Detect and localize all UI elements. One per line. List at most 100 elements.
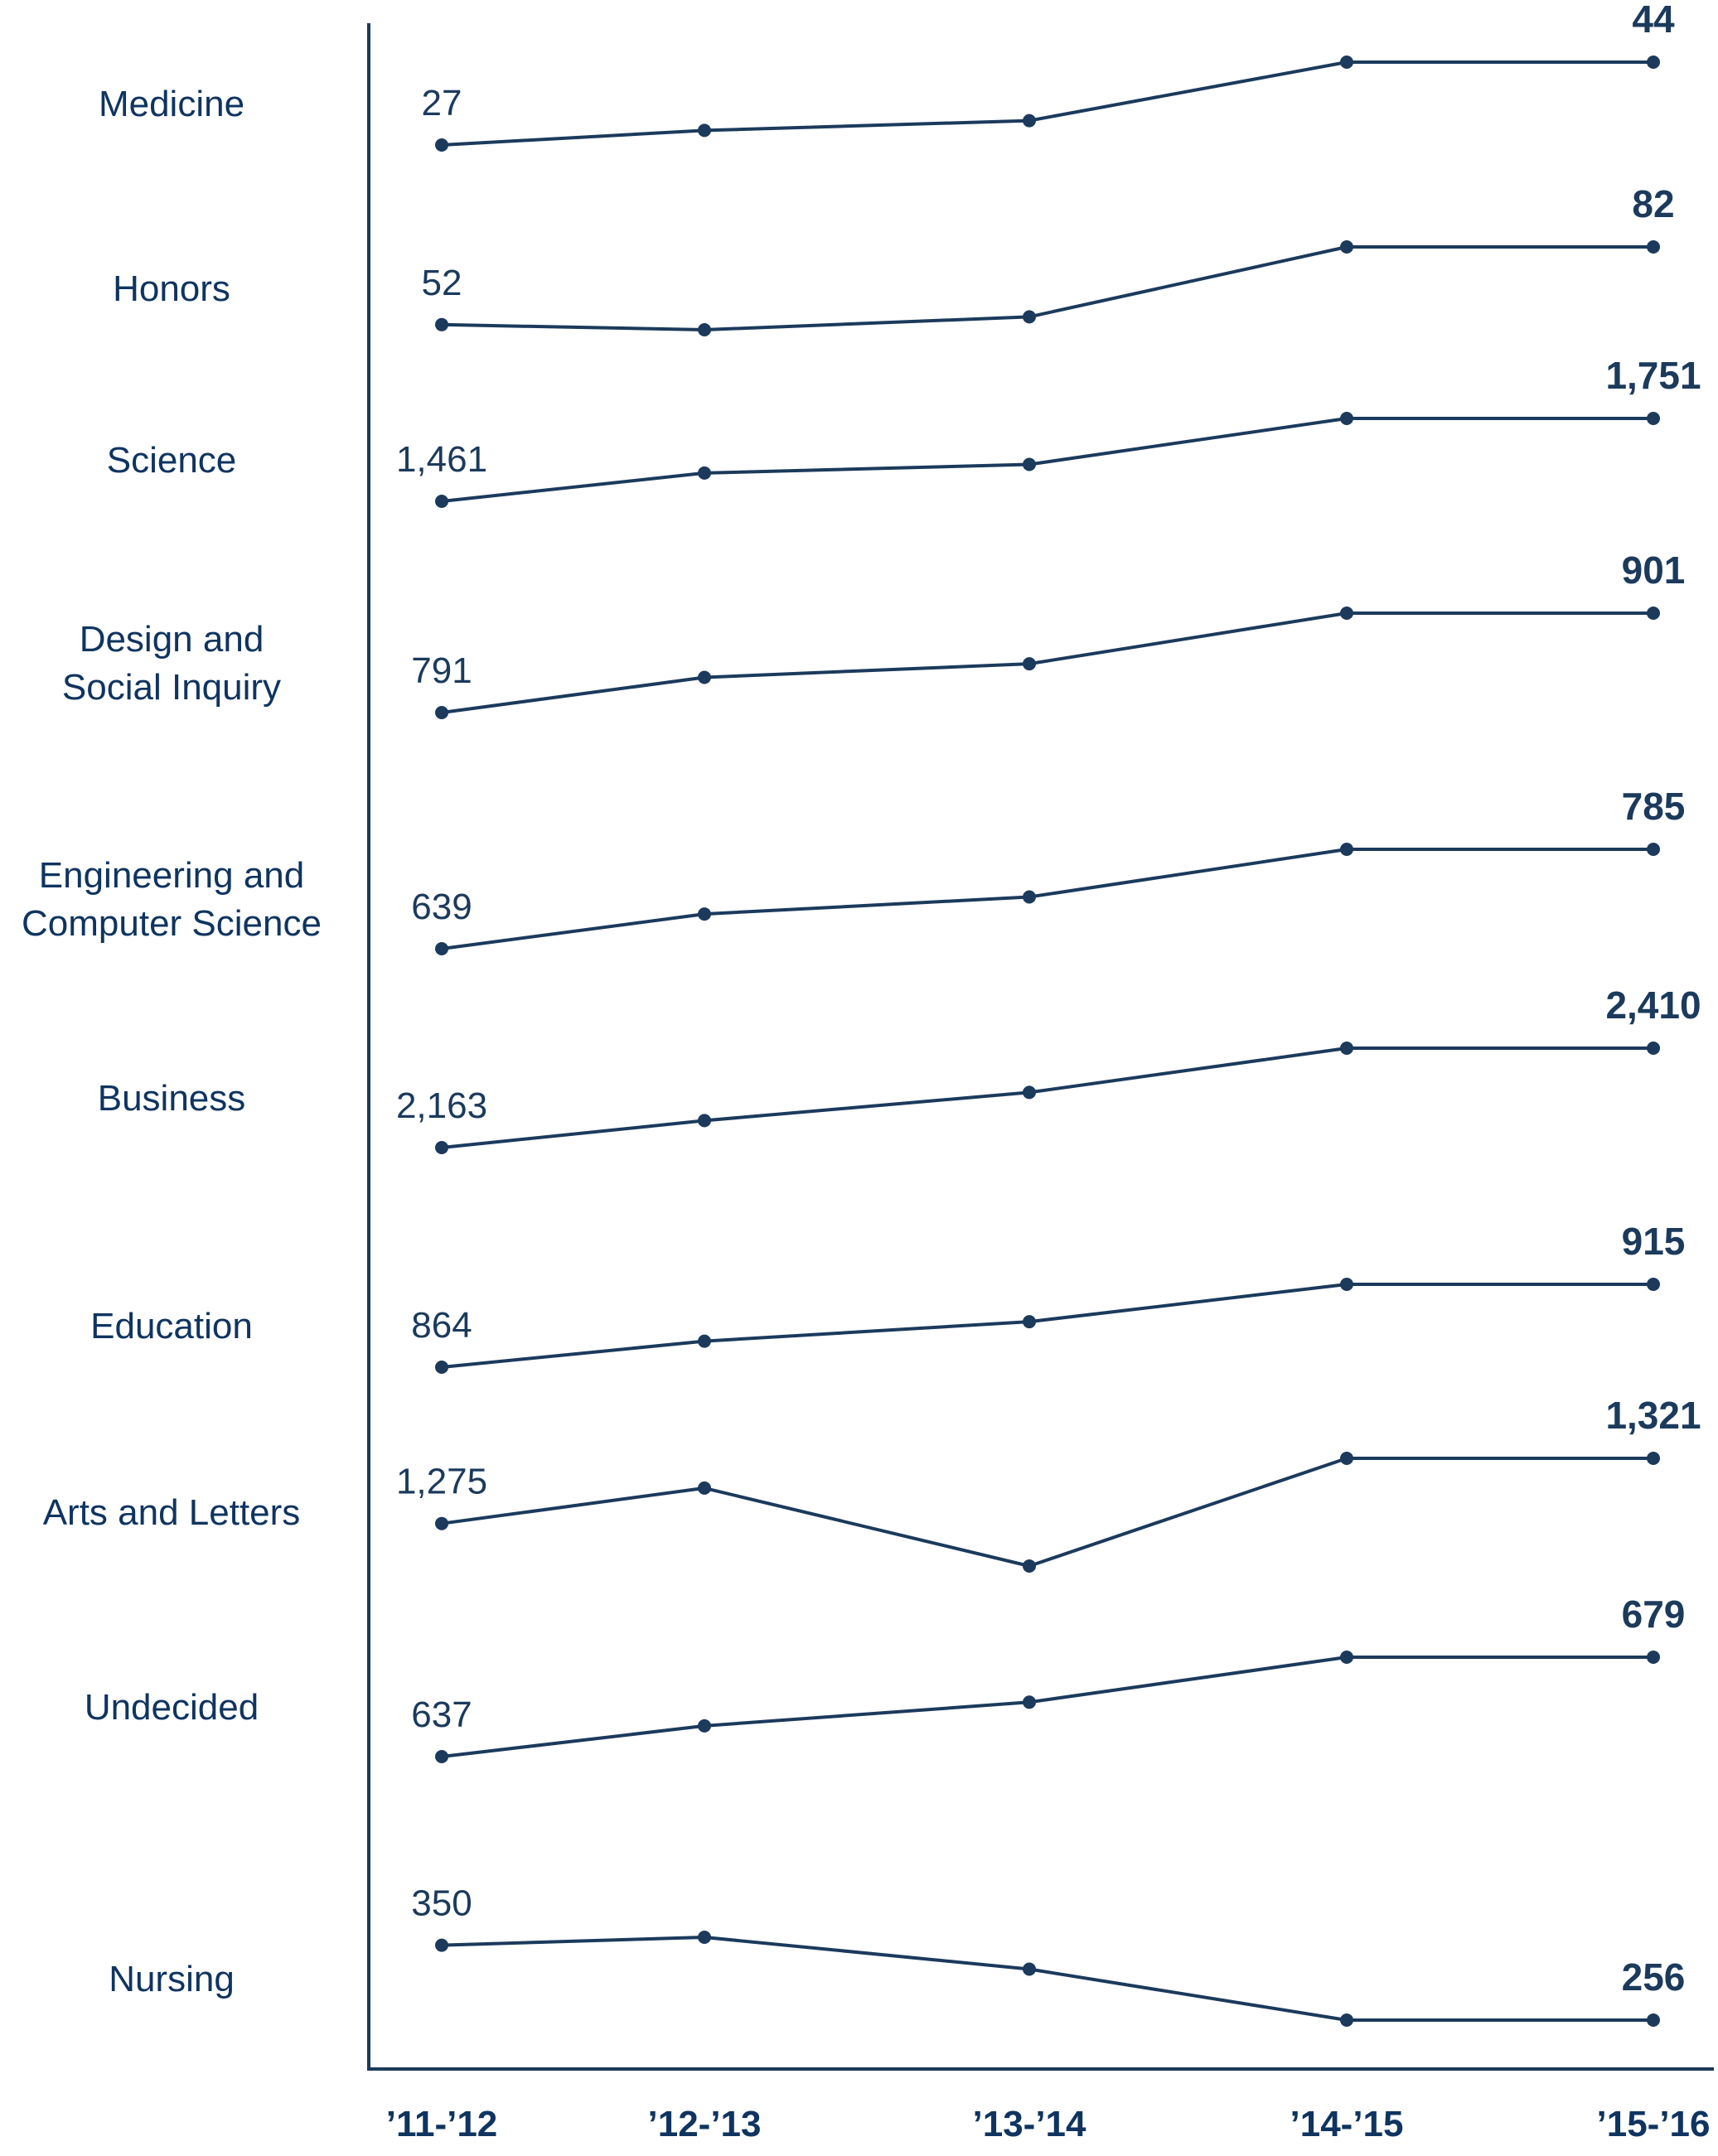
data-point bbox=[1647, 607, 1660, 620]
data-point bbox=[1647, 56, 1660, 69]
data-point bbox=[435, 1516, 448, 1530]
end-value-label: 2,410 bbox=[1605, 984, 1701, 1027]
data-point bbox=[698, 323, 711, 336]
x-tick-label: ’15-’16 bbox=[1597, 2104, 1711, 2144]
series-rows: Medicine 27 44 Honors 52 82 Science 1,461 1,751 D… bbox=[22, 0, 1701, 2027]
row-science: Science 1,461 1,751 bbox=[107, 354, 1701, 508]
end-value-label: 785 bbox=[1622, 785, 1686, 828]
start-value-label: 27 bbox=[422, 83, 462, 123]
data-point bbox=[435, 1361, 448, 1374]
category-label: Design and Social Inquiry bbox=[62, 619, 281, 708]
data-point bbox=[1340, 843, 1353, 856]
row-medicine: Medicine 27 44 bbox=[99, 0, 1675, 152]
data-point bbox=[435, 317, 448, 331]
x-tick-label: ’12-’13 bbox=[648, 2104, 762, 2144]
data-point bbox=[435, 138, 448, 152]
category-label: Medicine bbox=[99, 84, 244, 124]
row-nursing: Nursing 350 256 bbox=[109, 1883, 1685, 2027]
data-point bbox=[1340, 1651, 1353, 1664]
series-line bbox=[441, 1047, 1653, 1149]
data-point bbox=[1023, 1085, 1036, 1100]
data-point bbox=[1023, 1962, 1036, 1976]
series-line bbox=[441, 848, 1653, 950]
data-point bbox=[698, 466, 711, 480]
data-point bbox=[435, 706, 448, 719]
data-point bbox=[435, 1750, 448, 1763]
series-line bbox=[441, 245, 1653, 331]
data-point bbox=[1023, 457, 1036, 471]
data-point bbox=[698, 123, 711, 138]
category-label: Arts and Letters bbox=[43, 1492, 301, 1533]
data-point bbox=[1340, 2013, 1353, 2027]
category-label: Engineering and Computer Science bbox=[22, 855, 322, 944]
data-point bbox=[1340, 240, 1353, 254]
data-point bbox=[435, 495, 448, 508]
end-value-label: 44 bbox=[1632, 0, 1675, 41]
row-undecided: Undecided 637 679 bbox=[85, 1593, 1686, 1763]
data-point bbox=[1647, 843, 1660, 856]
start-value-label: 2,163 bbox=[396, 1085, 487, 1126]
end-value-label: 901 bbox=[1622, 549, 1686, 592]
row-design-and-social-inquiry: Design and Social Inquiry 791 901 bbox=[62, 549, 1685, 719]
series-line bbox=[441, 1936, 1653, 2022]
data-point bbox=[1340, 607, 1353, 620]
data-point bbox=[1340, 56, 1353, 69]
data-point bbox=[698, 1481, 711, 1495]
data-point bbox=[1647, 1278, 1660, 1291]
data-point bbox=[698, 907, 711, 921]
data-point bbox=[1340, 1042, 1353, 1055]
row-arts-and-letters: Arts and Letters 1,275 1,321 bbox=[43, 1394, 1701, 1573]
data-point bbox=[1023, 310, 1036, 324]
series-line bbox=[441, 417, 1653, 503]
data-point bbox=[1023, 1559, 1036, 1573]
data-point bbox=[1340, 1278, 1353, 1291]
start-value-label: 52 bbox=[422, 263, 462, 303]
data-point bbox=[1340, 412, 1353, 425]
start-value-label: 1,461 bbox=[396, 439, 487, 480]
end-value-label: 915 bbox=[1622, 1220, 1686, 1263]
end-value-label: 256 bbox=[1622, 1955, 1686, 1999]
start-value-label: 791 bbox=[411, 650, 472, 691]
data-point bbox=[698, 1334, 711, 1348]
x-tick-label: ’14-’15 bbox=[1290, 2104, 1404, 2144]
category-label: Honors bbox=[113, 268, 230, 309]
data-point bbox=[1647, 1042, 1660, 1055]
category-label: Nursing bbox=[109, 1959, 235, 1999]
x-tick-label: ’11-’12 bbox=[386, 2104, 498, 2144]
x-tick-labels: ’11-’12 ’12-’13 ’13-’14 ’14-’15 ’15-’16 bbox=[386, 2104, 1711, 2144]
data-point bbox=[1023, 657, 1036, 671]
row-education: Education 864 915 bbox=[90, 1220, 1685, 1374]
data-point bbox=[435, 1938, 448, 1952]
start-value-label: 1,275 bbox=[396, 1462, 487, 1502]
data-point bbox=[1023, 1695, 1036, 1709]
series-line bbox=[441, 612, 1653, 714]
start-value-label: 350 bbox=[411, 1883, 472, 1924]
data-point bbox=[435, 1141, 448, 1154]
data-point bbox=[1340, 1452, 1353, 1465]
category-label: Business bbox=[98, 1078, 246, 1119]
category-label: Undecided bbox=[85, 1687, 259, 1728]
data-point bbox=[1647, 240, 1660, 254]
data-point bbox=[1023, 114, 1036, 128]
x-tick-label: ’13-’14 bbox=[973, 2104, 1087, 2144]
category-label: Education bbox=[90, 1306, 253, 1346]
row-honors: Honors 52 82 bbox=[113, 182, 1675, 336]
data-point bbox=[1647, 1452, 1660, 1465]
data-point bbox=[1023, 1315, 1036, 1329]
end-value-label: 679 bbox=[1622, 1593, 1686, 1636]
category-label: Science bbox=[107, 440, 237, 481]
series-line bbox=[441, 60, 1653, 147]
data-point bbox=[1647, 2013, 1660, 2027]
row-engineering-and-computer-science: Engineering and Computer Science 639 785 bbox=[22, 785, 1685, 955]
series-line bbox=[441, 1656, 1653, 1758]
start-value-label: 639 bbox=[411, 887, 472, 927]
data-point bbox=[1647, 412, 1660, 425]
end-value-label: 1,321 bbox=[1605, 1394, 1701, 1437]
row-business: Business 2,163 2,410 bbox=[98, 984, 1701, 1154]
data-point bbox=[698, 1114, 711, 1128]
series-line bbox=[441, 1283, 1653, 1369]
data-point bbox=[698, 1931, 711, 1944]
data-point bbox=[1647, 1651, 1660, 1664]
data-point bbox=[698, 670, 711, 684]
